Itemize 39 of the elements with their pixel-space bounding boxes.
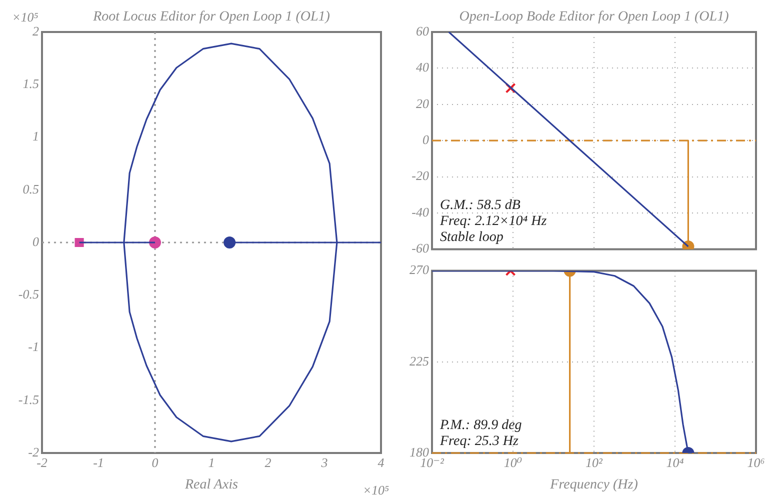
y-tick-label: 0.5 [22,181,40,196]
x-tick-label: 10⁴ [666,455,684,470]
y-tick-label: -20 [412,168,430,184]
y-tick-label: 270 [410,262,430,278]
y-tick-label: 0 [32,234,40,249]
x-tick-label: 10⁰ [504,455,523,470]
y-tick-label: -0.5 [18,286,40,302]
chart-title: Open-Loop Bode Editor for Open Loop 1 (OL1) [459,10,730,25]
annotation: P.M.: 89.9 deg [439,418,522,433]
annotation: Stable loop [440,230,504,246]
y-tick-label: 0 [422,132,430,148]
chart-title: Root Locus Editor for Open Loop 1 (OL1) [92,10,330,25]
y-tick-label: 40 [416,60,430,75]
x-tick-label: 1 [208,455,215,470]
annotation: Freq: 2.12×10⁴ Hz [439,214,548,230]
x-tick-label: 0 [152,455,159,470]
y-tick-label: 225 [410,353,430,368]
x-axis-title: Real Axis [184,477,239,492]
text: ×10⁵ [362,482,390,497]
y-tick-label: 1 [32,128,39,144]
y-tick-label: -1 [28,339,39,354]
annotation: G.M.: 58.5 dB [440,198,521,214]
x-tick-label: 10⁶ [747,455,766,470]
x-tick-label: 3 [320,455,328,470]
x-axis-title: Frequency (Hz) [549,477,638,492]
text: ×10⁵ [12,9,39,24]
x-tick-label: 2 [264,455,272,470]
x-tick-label: -1 [93,455,104,470]
annotation: Freq: 25.3 Hz [439,434,519,449]
y-tick-label: 20 [416,96,430,111]
y-tick-label: -60 [412,240,430,256]
y-tick-label: -40 [412,204,430,220]
y-tick-label: 60 [416,23,430,38]
x-tick-label: 10² [586,455,604,470]
y-tick-label: -2 [28,444,40,460]
y-tick-label: 2 [32,23,40,38]
x-tick-label: 4 [378,455,385,470]
y-tick-label: -1.5 [18,392,40,407]
y-tick-label: 1.5 [22,76,40,92]
